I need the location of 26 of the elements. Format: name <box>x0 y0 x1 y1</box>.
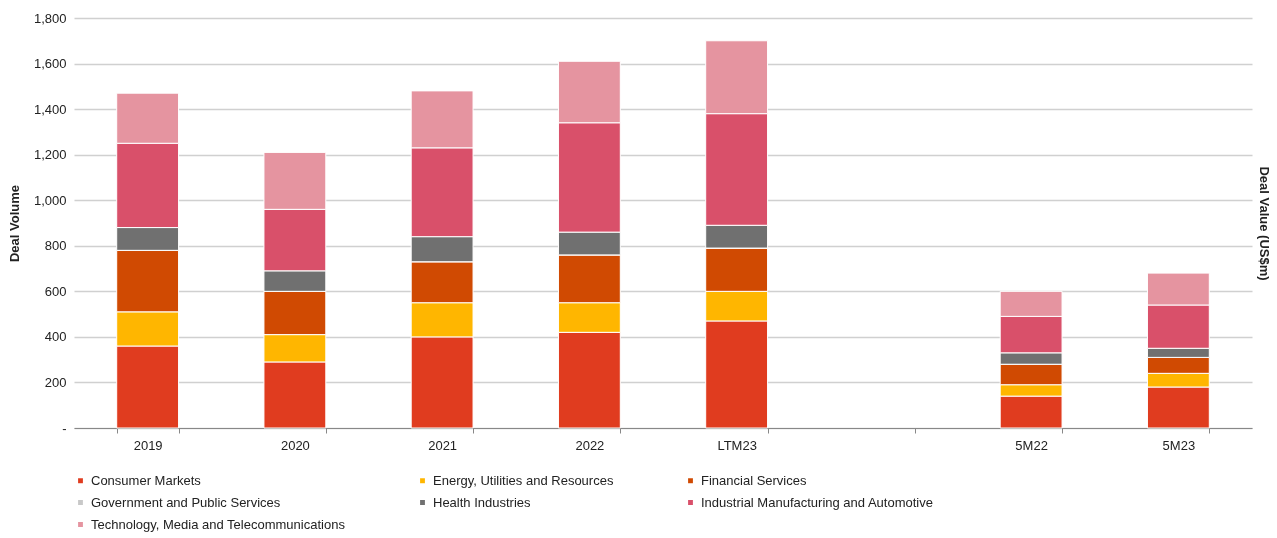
y-tick-label: 400 <box>44 329 67 345</box>
y-axis-title: Deal Volume <box>6 184 22 263</box>
y-tick-label: - <box>62 420 67 436</box>
legend-label: Energy, Utilities and Resources <box>433 472 614 488</box>
y-tick-label: 200 <box>44 374 67 390</box>
x-tick-label: 5M22 <box>1015 437 1048 453</box>
legend-label: Consumer Markets <box>91 472 202 488</box>
y-tick-label: 1,200 <box>33 147 67 163</box>
y-tick-label: 1,400 <box>33 101 67 117</box>
y2-axis-title: Deal Value (US$m) <box>1256 166 1272 281</box>
x-tick-label: 2019 <box>133 437 163 453</box>
y-tick-label: 600 <box>44 283 67 299</box>
y-tick-label: 800 <box>44 238 67 254</box>
legend-label: Industrial Manufacturing and Automotive <box>701 494 933 510</box>
y-tick-label: 1,800 <box>33 10 67 26</box>
legend-label: Financial Services <box>701 472 807 488</box>
legend-label: Government and Public Services <box>91 494 281 510</box>
x-tick-label: 5M23 <box>1162 437 1196 453</box>
x-tick-label: 2021 <box>428 437 458 453</box>
y-tick-label: 1,600 <box>33 56 67 72</box>
legend-label: Technology, Media and Telecommunications <box>91 516 346 532</box>
y-tick-label: 1,000 <box>33 192 67 208</box>
x-tick-label: 2022 <box>575 437 605 453</box>
legend-label: Health Industries <box>433 494 532 510</box>
x-tick-label: LTM23 <box>717 437 757 453</box>
x-tick-label: 2020 <box>280 437 310 453</box>
